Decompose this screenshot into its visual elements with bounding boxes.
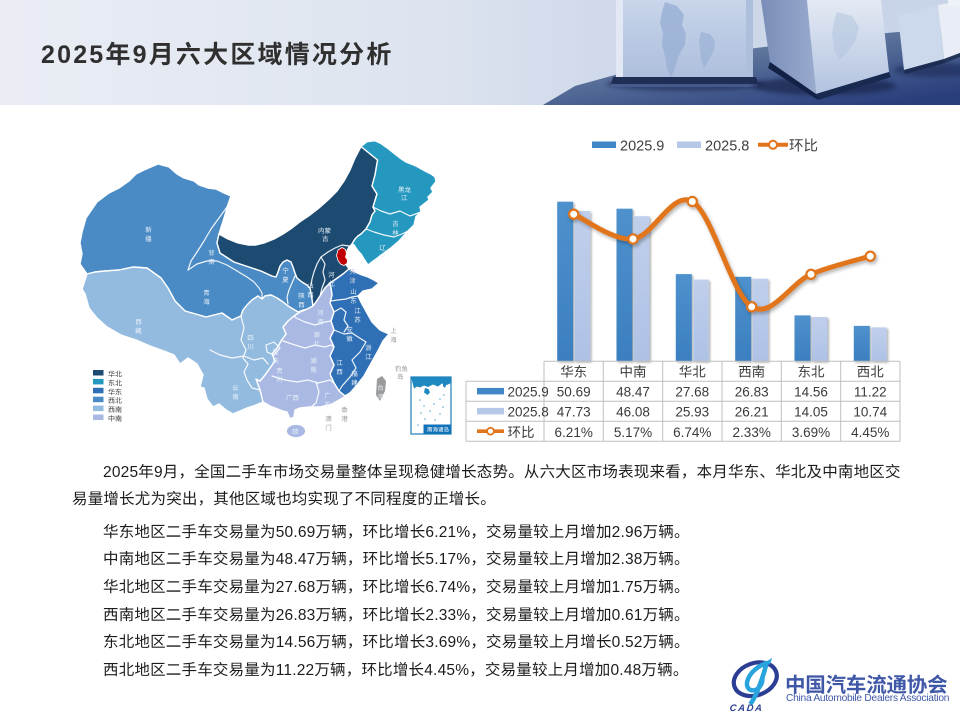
svg-text:钓鱼: 钓鱼 [395, 365, 409, 373]
svg-text:福建: 福建 [350, 368, 358, 386]
svg-text:香港: 香港 [340, 404, 348, 422]
svg-text:华北: 华北 [679, 364, 706, 379]
svg-text:宁夏: 宁夏 [281, 265, 289, 283]
svg-text:26.83: 26.83 [735, 385, 769, 400]
svg-text:江苏: 江苏 [353, 305, 361, 323]
svg-text:47.73: 47.73 [557, 405, 591, 420]
svg-text:6.74%: 6.74% [673, 425, 711, 440]
svg-text:11.22: 11.22 [854, 385, 887, 400]
svg-text:广东: 广东 [323, 390, 331, 408]
svg-text:湖南: 湖南 [309, 355, 317, 373]
svg-text:台湾: 台湾 [376, 382, 384, 400]
svg-text:2025.8: 2025.8 [508, 405, 549, 420]
svg-text:岛: 岛 [397, 373, 404, 381]
svg-text:26.21: 26.21 [735, 405, 769, 420]
svg-text:琼: 琼 [292, 428, 299, 436]
svg-text:华东: 华东 [108, 388, 122, 396]
svg-text:27.68: 27.68 [675, 385, 709, 400]
svg-text:河南: 河南 [316, 307, 324, 325]
svg-text:四川: 四川 [246, 332, 254, 350]
svg-text:云南: 云南 [231, 382, 239, 400]
svg-text:江西: 江西 [335, 357, 343, 375]
svg-text:澳门: 澳门 [324, 413, 332, 431]
svg-text:3.69%: 3.69% [792, 425, 830, 440]
svg-text:西南: 西南 [108, 406, 122, 414]
svg-text:4.45%: 4.45% [851, 425, 889, 440]
svg-text:新疆: 新疆 [144, 224, 152, 242]
svg-text:中南: 中南 [620, 364, 647, 379]
svg-text:山西: 山西 [306, 280, 314, 298]
svg-text:青海: 青海 [202, 287, 210, 305]
svg-text:10.74: 10.74 [853, 405, 887, 420]
svg-text:西北: 西北 [108, 397, 122, 405]
svg-text:内蒙: 内蒙 [318, 227, 332, 235]
svg-text:吉林: 吉林 [391, 218, 399, 236]
svg-text:浙江: 浙江 [364, 342, 372, 360]
svg-text:CADA: CADA [729, 703, 764, 714]
svg-text:甘肃: 甘肃 [207, 247, 215, 265]
svg-text:古: 古 [322, 235, 329, 243]
svg-text:贵州: 贵州 [275, 365, 283, 383]
svg-text:2.33%: 2.33% [733, 425, 771, 440]
svg-text:华东: 华东 [560, 364, 587, 379]
svg-text:南海诸岛: 南海诸岛 [427, 427, 450, 434]
svg-text:西南: 西南 [738, 364, 765, 379]
svg-text:环比: 环比 [508, 425, 535, 440]
svg-text:安徽: 安徽 [345, 324, 353, 342]
svg-text:河北: 河北 [327, 269, 335, 287]
svg-text:14.05: 14.05 [794, 405, 828, 420]
svg-text:46.08: 46.08 [616, 405, 650, 420]
svg-text:2025.9: 2025.9 [508, 385, 549, 400]
svg-text:48.47: 48.47 [616, 385, 650, 400]
svg-text:6.21%: 6.21% [555, 425, 593, 440]
svg-text:东北: 东北 [798, 364, 826, 379]
svg-text:2025.9: 2025.9 [620, 139, 664, 155]
svg-text:黑龙: 黑龙 [398, 186, 412, 194]
svg-text:广西: 广西 [286, 394, 300, 402]
svg-text:环比: 环比 [789, 138, 818, 155]
svg-text:5.17%: 5.17% [614, 425, 652, 440]
svg-text:东北: 东北 [108, 379, 122, 387]
svg-text:天津: 天津 [348, 266, 356, 284]
svg-text:上海: 上海 [389, 325, 397, 343]
svg-text:14.56: 14.56 [794, 385, 828, 400]
svg-text:重庆: 重庆 [271, 346, 279, 364]
svg-text:湖北: 湖北 [312, 329, 320, 347]
svg-text:华北: 华北 [108, 371, 122, 379]
svg-text:25.93: 25.93 [675, 405, 709, 420]
svg-text:西北: 西北 [857, 364, 884, 379]
svg-text:辽宁: 辽宁 [378, 242, 386, 260]
svg-text:2025.8: 2025.8 [705, 139, 749, 155]
svg-text:陕西: 陕西 [297, 290, 305, 308]
svg-text:中南: 中南 [108, 415, 122, 423]
svg-text:西藏: 西藏 [134, 316, 142, 334]
svg-text:50.69: 50.69 [557, 385, 591, 400]
svg-text:山东: 山东 [349, 286, 357, 304]
svg-text:江: 江 [401, 194, 408, 202]
